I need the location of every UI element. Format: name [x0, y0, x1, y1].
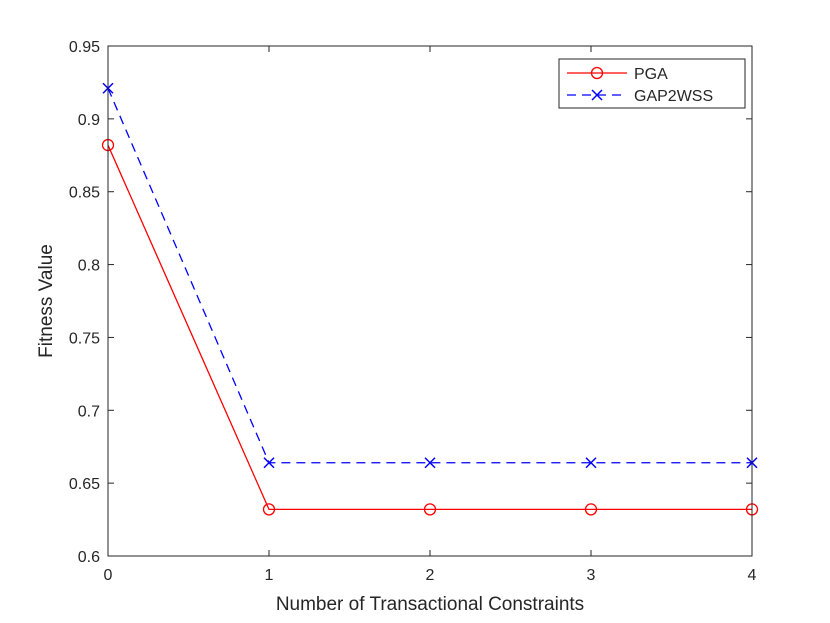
x-tick-label-3: 3 — [587, 567, 596, 584]
legend-marker-gap2wss — [591, 89, 603, 101]
legend: PGA GAP2WSS — [558, 58, 746, 109]
series-line-pga — [107, 144, 752, 511]
y-tick-label-6: 0.9 — [78, 112, 100, 129]
legend-marker-pga — [590, 66, 604, 80]
x-tick-label-4: 4 — [748, 567, 757, 584]
data-point-gap2wss-3 — [585, 457, 597, 469]
y-tick-label-3: 0.75 — [69, 330, 100, 347]
y-tick-label-2: 0.7 — [78, 403, 100, 420]
x-tick-label-0: 0 — [104, 567, 113, 584]
y-tick-label-0: 0.6 — [78, 549, 100, 566]
y-ticks: 0.6 0.65 0.7 0.75 0.8 0.85 0.9 0.95 — [69, 39, 752, 566]
series-line-gap2wss — [107, 88, 752, 464]
y-tick-label-4: 0.8 — [78, 258, 100, 275]
data-point-pga-1 — [262, 503, 276, 516]
legend-label-pga: PGA — [634, 66, 668, 83]
data-point-pga-2 — [423, 503, 437, 516]
x-ticks: 0 1 2 3 4 — [104, 46, 757, 584]
x-axis-label: Number of Transactional Constraints — [276, 594, 584, 615]
y-tick-label-1: 0.65 — [69, 476, 100, 493]
x-tick-label-1: 1 — [265, 567, 274, 584]
x-tick-label-2: 2 — [426, 567, 435, 584]
legend-box — [558, 58, 746, 109]
data-point-gap2wss-1 — [263, 457, 275, 469]
plot-area — [108, 46, 752, 556]
legend-items: PGA GAP2WSS — [567, 66, 713, 105]
legend-label-gap2wss: GAP2WSS — [634, 88, 713, 105]
y-tick-label-5: 0.85 — [69, 185, 100, 202]
data-point-gap2wss-2 — [424, 457, 436, 469]
y-axis-label: Fitness Value — [36, 244, 57, 358]
y-tick-label-7: 0.95 — [69, 39, 100, 56]
data-point-pga-3 — [584, 503, 598, 516]
